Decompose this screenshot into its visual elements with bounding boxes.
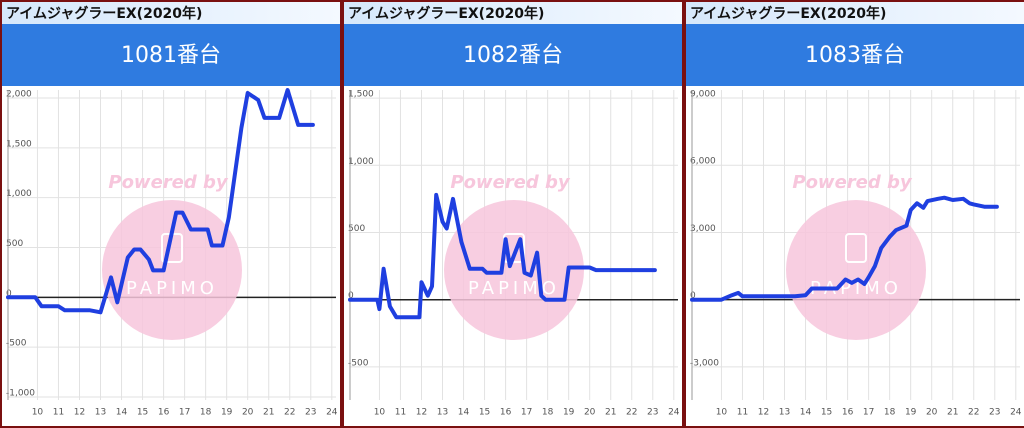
x-tick-label: 14: [800, 408, 812, 418]
x-tick-label: 20: [584, 408, 596, 418]
y-tick-label: 2,000: [6, 89, 32, 99]
y-tick-label: 1,000: [348, 157, 374, 167]
x-tick-label: 12: [74, 408, 85, 418]
x-tick-label: 14: [116, 408, 128, 418]
chart-panel: アイムジャグラーEX(2020年) 1081番台 10 11 12 13 14 15 16 17 1…: [2, 2, 340, 426]
title-strip: [2, 2, 340, 24]
x-tick-label: 22: [968, 408, 979, 418]
x-tick-label: 24: [668, 408, 680, 418]
watermark-circle: [444, 200, 584, 340]
x-tick-label: 13: [95, 408, 106, 418]
y-tick-label: 0: [348, 291, 354, 301]
x-tick-label: 16: [158, 408, 170, 418]
chart-title: アイムジャグラーEX(2020年): [690, 5, 886, 22]
x-tick-label: 13: [437, 408, 448, 418]
x-tick-label: 17: [521, 408, 532, 418]
subtitle-band: [686, 24, 1024, 86]
x-tick-label: 19: [221, 408, 233, 418]
x-tick-label: 19: [563, 408, 575, 418]
x-tick-label: 18: [542, 408, 554, 418]
data-line: [348, 192, 657, 320]
y-tick-label: -1,000: [6, 389, 35, 399]
x-tick-label: 17: [179, 408, 190, 418]
chart-subtitle: 1081番台: [121, 43, 221, 68]
y-tick-label: 1,500: [6, 139, 32, 149]
subtitle-band: [344, 24, 682, 86]
watermark-circle: [102, 200, 242, 340]
subtitle-band: [2, 24, 340, 86]
watermark-text: Powered by: [792, 172, 913, 193]
x-tick-label: 18: [884, 408, 896, 418]
x-tick-label: 10: [374, 408, 386, 418]
y-tick-label: 3,000: [690, 224, 716, 234]
x-tick-label: 11: [737, 408, 748, 418]
x-tick-label: 11: [395, 408, 406, 418]
data-line: [690, 195, 999, 302]
x-tick-label: 16: [500, 408, 512, 418]
x-tick-label: 15: [137, 408, 148, 418]
x-tick-label: 15: [821, 408, 832, 418]
chart-panel: アイムジャグラーEX(2020年) 1082番台 10 11 12 13 14 15 16 17 1…: [344, 2, 682, 426]
x-tick-label: 14: [458, 408, 470, 418]
x-tick-label: 19: [905, 408, 917, 418]
x-tick-label: 23: [647, 408, 658, 418]
x-tick-label: 12: [758, 408, 769, 418]
watermark-text: Powered by: [108, 172, 229, 193]
data-line: [6, 88, 315, 315]
x-tick-label: 21: [947, 408, 958, 418]
x-tick-label: 13: [779, 408, 790, 418]
y-tick-label: 1,500: [348, 90, 374, 100]
chart-subtitle: 1083番台: [805, 43, 905, 68]
x-tick-label: 16: [842, 408, 854, 418]
watermark-logo: PAPIMO: [126, 278, 218, 299]
x-tick-label: 12: [416, 408, 427, 418]
y-tick-label: -3,000: [690, 358, 719, 368]
chart-panel: アイムジャグラーEX(2020年) 1083番台 10 11 12 13 14 15 16 17 1…: [686, 2, 1024, 426]
x-tick-label: 24: [1010, 408, 1022, 418]
watermark-icon: [845, 233, 867, 263]
x-tick-label: 20: [926, 408, 938, 418]
x-tick-label: 22: [284, 408, 295, 418]
x-tick-label: 18: [200, 408, 212, 418]
x-tick-label: 22: [626, 408, 637, 418]
y-tick-label: 1,000: [6, 189, 32, 199]
y-tick-label: -500: [6, 339, 27, 349]
title-strip: [686, 2, 1024, 24]
watermark-logo: PAPIMO: [468, 278, 560, 299]
y-tick-label: 0: [6, 289, 12, 299]
x-tick-label: 10: [32, 408, 44, 418]
chart-subtitle: 1082番台: [463, 43, 563, 68]
y-tick-label: 500: [6, 239, 23, 249]
x-tick-label: 23: [989, 408, 1000, 418]
x-tick-label: 15: [479, 408, 490, 418]
x-tick-label: 24: [326, 408, 338, 418]
x-tick-label: 21: [605, 408, 616, 418]
x-tick-label: 23: [305, 408, 316, 418]
y-tick-label: 9,000: [690, 90, 716, 100]
x-tick-label: 10: [716, 408, 728, 418]
chart-title: アイムジャグラーEX(2020年): [348, 5, 544, 22]
x-tick-label: 11: [53, 408, 64, 418]
x-tick-label: 20: [242, 408, 254, 418]
x-tick-label: 21: [263, 408, 274, 418]
y-tick-label: 0: [690, 291, 696, 301]
y-tick-label: 6,000: [690, 157, 716, 167]
chart-title: アイムジャグラーEX(2020年): [6, 5, 202, 22]
y-tick-label: 500: [348, 224, 365, 234]
y-tick-label: -500: [348, 358, 369, 368]
watermark-circle: [786, 200, 926, 340]
watermark-logo: PAPIMO: [810, 278, 902, 299]
title-strip: [344, 2, 682, 24]
x-tick-label: 17: [863, 408, 874, 418]
watermark-text: Powered by: [450, 172, 571, 193]
